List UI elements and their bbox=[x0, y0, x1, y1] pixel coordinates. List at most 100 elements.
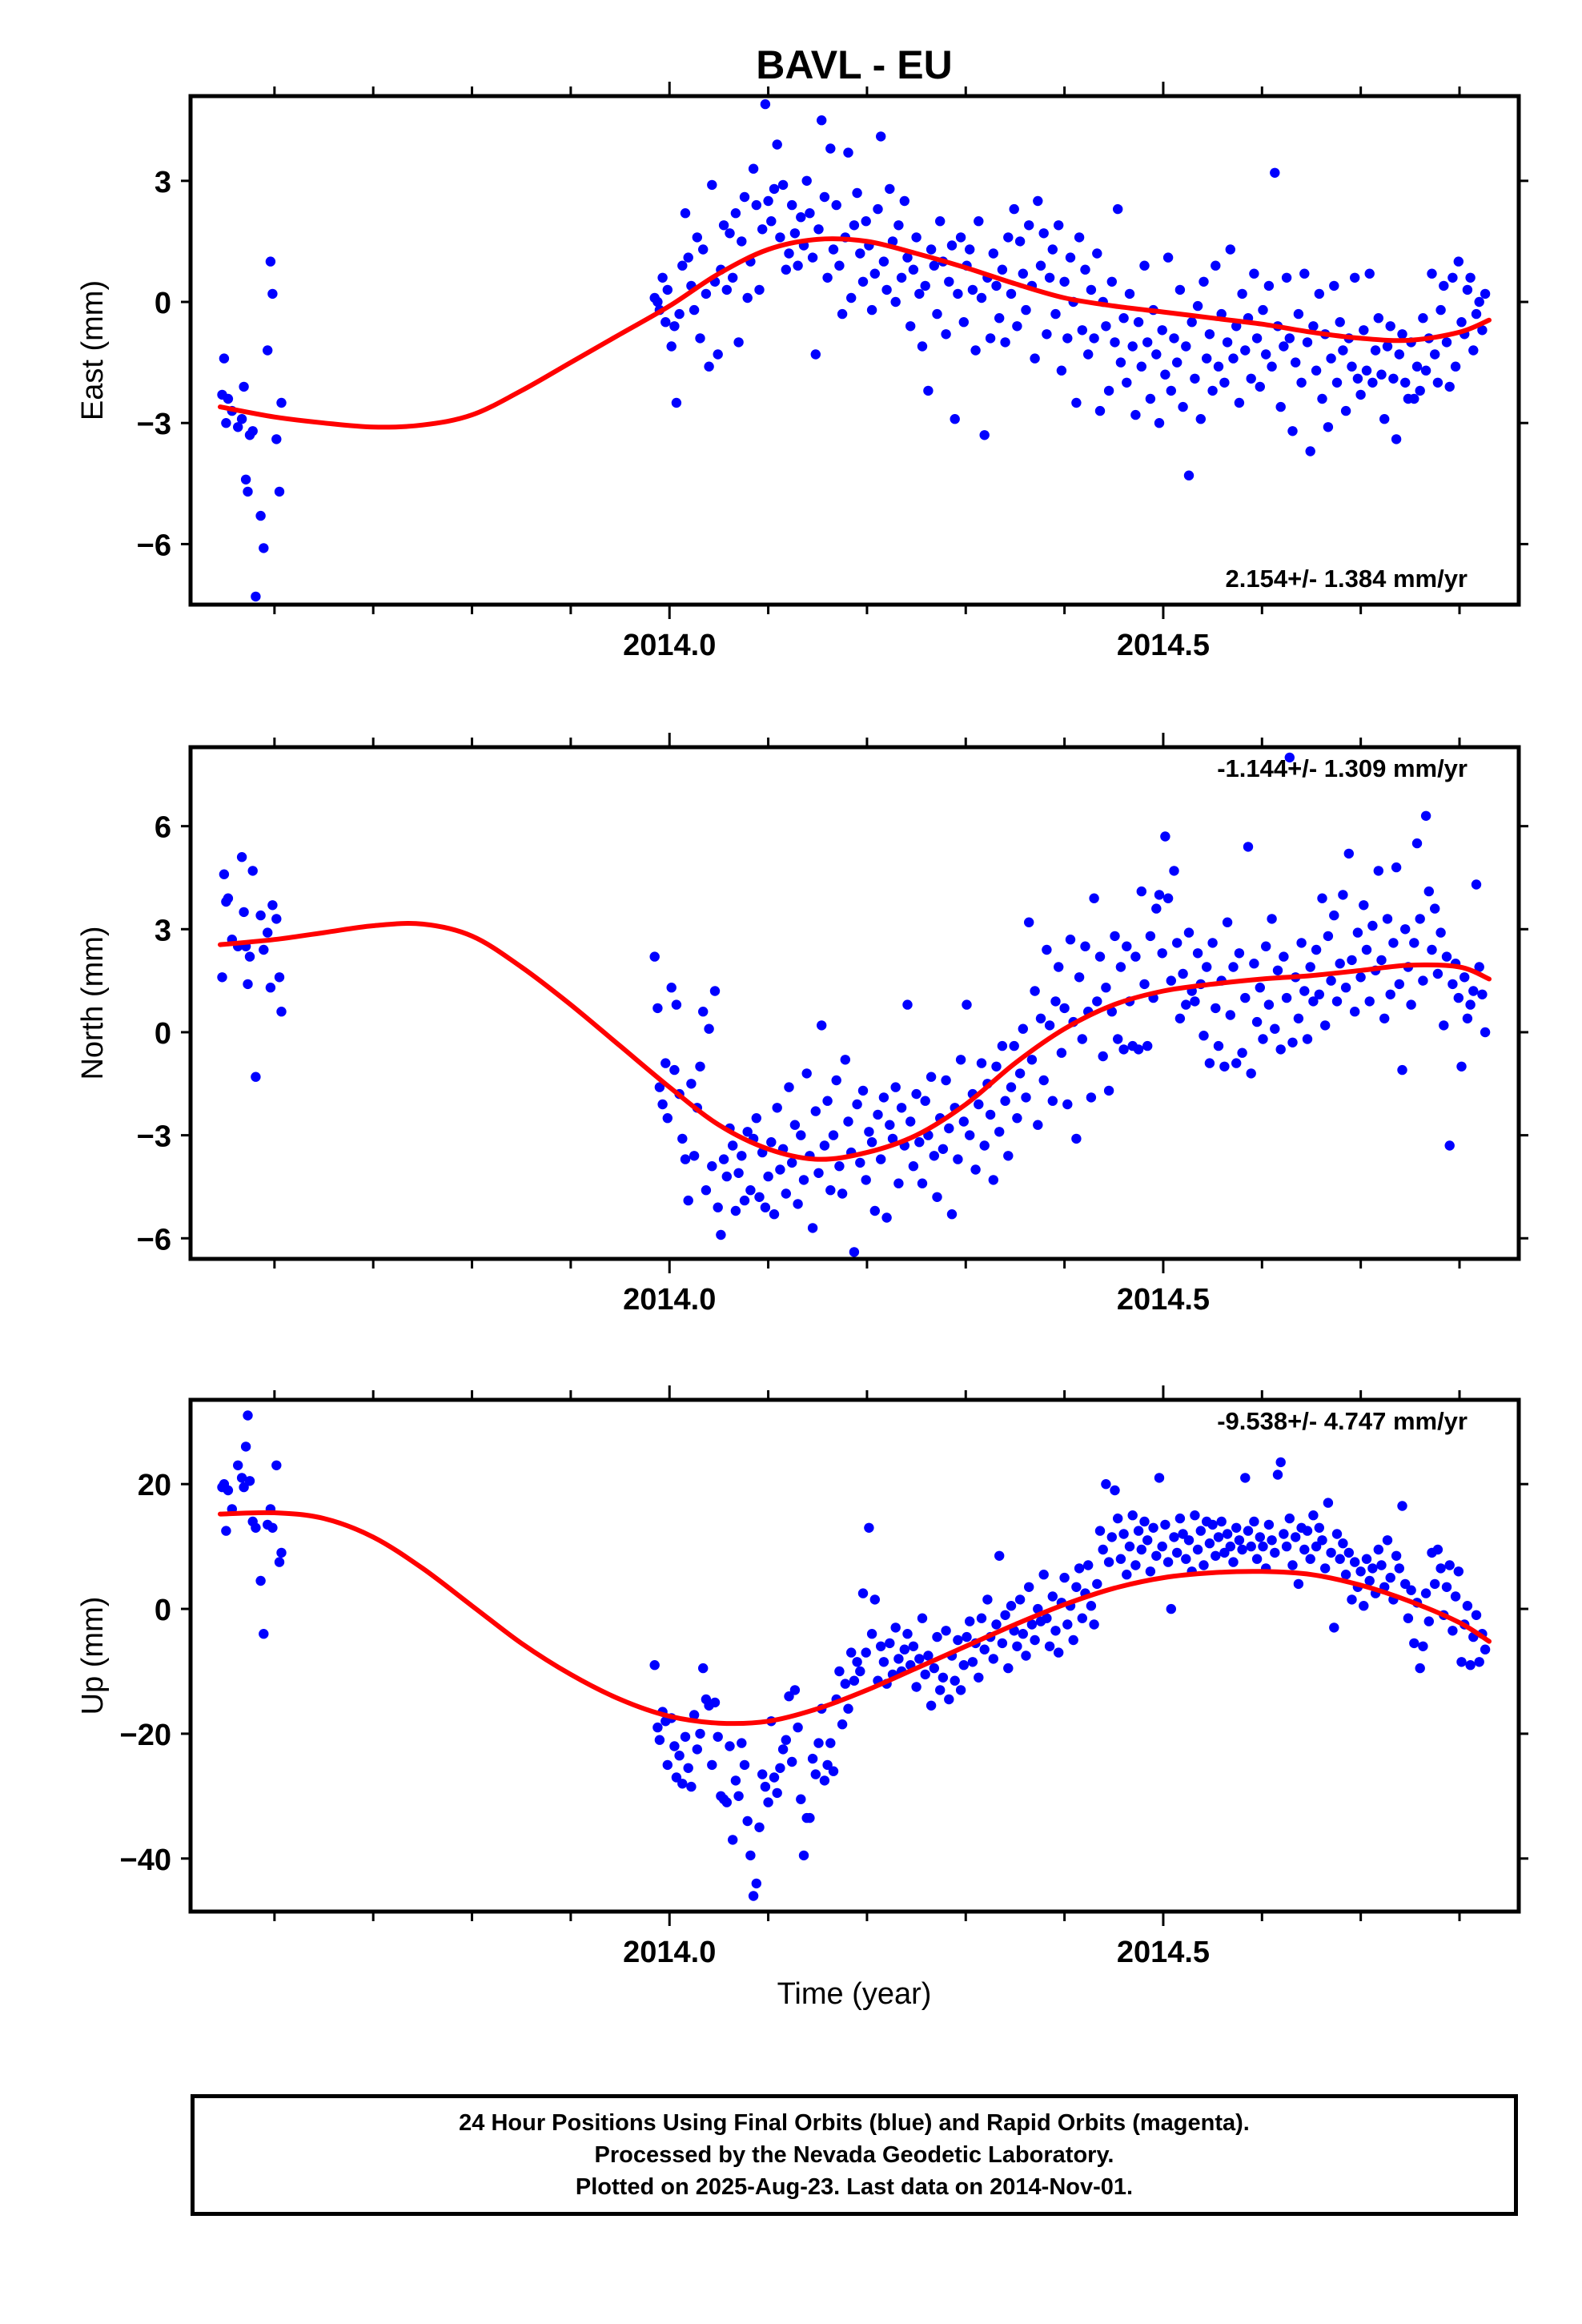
up-data-point bbox=[754, 1822, 765, 1832]
east-data-point bbox=[1014, 236, 1026, 247]
east-data-point bbox=[1370, 345, 1381, 356]
up-data-point bbox=[1450, 1591, 1461, 1602]
east-data-point bbox=[1115, 357, 1126, 368]
north-data-point bbox=[1340, 983, 1351, 993]
east-data-point bbox=[1174, 284, 1186, 296]
east-data-point bbox=[259, 543, 269, 553]
east-data-point bbox=[713, 349, 723, 360]
north-data-point bbox=[822, 1096, 833, 1106]
north-data-point bbox=[885, 1120, 895, 1130]
up-data-point bbox=[1222, 1529, 1233, 1539]
up-data-point bbox=[1042, 1613, 1052, 1623]
up-data-point bbox=[781, 1735, 791, 1745]
up-data-point bbox=[1174, 1513, 1186, 1524]
up-data-point bbox=[689, 1710, 700, 1720]
east-data-point bbox=[718, 220, 729, 231]
east-data-point bbox=[742, 292, 753, 304]
up-data-point bbox=[994, 1550, 1005, 1562]
north-data-point bbox=[976, 1058, 987, 1068]
north-data-point bbox=[929, 1151, 940, 1161]
east-data-point bbox=[1065, 252, 1076, 263]
north-data-point bbox=[1106, 1007, 1118, 1017]
east-data-point bbox=[1136, 361, 1147, 372]
north-data-point bbox=[1441, 951, 1452, 962]
east-data-point bbox=[828, 244, 839, 255]
north-data-point bbox=[1296, 938, 1307, 948]
east-data-point bbox=[1279, 341, 1289, 352]
north-data-point bbox=[1427, 944, 1437, 955]
east-data-point bbox=[796, 212, 806, 223]
north-data-point bbox=[1415, 914, 1425, 924]
north-data-point bbox=[730, 1205, 741, 1216]
east-data-point bbox=[1178, 401, 1188, 412]
north-data-point bbox=[908, 1161, 919, 1172]
east-data-point bbox=[661, 317, 671, 328]
north-data-point bbox=[1281, 992, 1292, 1003]
east-data-point bbox=[671, 397, 682, 408]
up-data-point bbox=[1376, 1560, 1387, 1570]
north-data-point bbox=[926, 1072, 937, 1082]
up-data-point bbox=[822, 1759, 833, 1771]
east-data-point bbox=[944, 276, 954, 287]
east-data-point bbox=[1338, 345, 1348, 356]
up-data-point bbox=[935, 1685, 946, 1695]
north-data-point bbox=[274, 972, 285, 983]
up-data-point bbox=[958, 1660, 970, 1671]
up-data-point bbox=[1142, 1535, 1153, 1546]
up-data-point bbox=[1077, 1613, 1088, 1623]
up-data-point bbox=[777, 1744, 789, 1755]
up-data-point bbox=[1181, 1554, 1191, 1564]
east-data-point bbox=[737, 236, 747, 247]
east-data-point bbox=[1154, 418, 1165, 428]
up-data-point bbox=[671, 1772, 682, 1783]
north-data-point bbox=[1364, 996, 1375, 1007]
east-data-point bbox=[772, 139, 782, 150]
north-data-point bbox=[1243, 842, 1254, 852]
north-data-point bbox=[843, 1116, 853, 1127]
up-data-point bbox=[852, 1657, 862, 1667]
up-data-point bbox=[917, 1613, 928, 1623]
east-data-point bbox=[1077, 325, 1088, 336]
north-data-point bbox=[1130, 951, 1141, 962]
east-data-point bbox=[1465, 272, 1476, 283]
east-data-point bbox=[1352, 373, 1363, 384]
north-data-point bbox=[1355, 972, 1366, 983]
north-data-point bbox=[1251, 1016, 1263, 1027]
north-data-point bbox=[962, 999, 972, 1010]
north-data-point bbox=[816, 1020, 827, 1031]
up-data-point bbox=[267, 1522, 278, 1534]
north-data-point bbox=[1009, 1040, 1019, 1051]
east-data-point bbox=[946, 240, 958, 251]
north-y-tick-label: 0 bbox=[155, 1017, 171, 1051]
up-data-point bbox=[1465, 1660, 1476, 1671]
north-data-point bbox=[1447, 979, 1458, 990]
up-data-point bbox=[1092, 1578, 1102, 1590]
east-data-point bbox=[775, 232, 785, 243]
east-data-point bbox=[1251, 333, 1263, 344]
up-data-point bbox=[885, 1638, 895, 1649]
up-data-point bbox=[1287, 1560, 1298, 1570]
east-data-point bbox=[825, 143, 836, 154]
up-data-point bbox=[1145, 1566, 1156, 1577]
up-data-point bbox=[1231, 1522, 1242, 1534]
north-data-point bbox=[1420, 810, 1431, 821]
up-data-point bbox=[955, 1685, 966, 1695]
east-data-point bbox=[1302, 337, 1313, 348]
north-data-point bbox=[1042, 944, 1052, 955]
north-data-point bbox=[787, 1157, 797, 1168]
up-data-point bbox=[1192, 1544, 1203, 1555]
north-data-point bbox=[1098, 1051, 1108, 1062]
north-data-point bbox=[1287, 1037, 1298, 1048]
east-x-tick-label: 2014.0 bbox=[623, 629, 716, 662]
up-data-point bbox=[1000, 1610, 1010, 1621]
up-data-point bbox=[920, 1669, 930, 1680]
north-data-point bbox=[1030, 986, 1040, 996]
north-data-point bbox=[1329, 910, 1339, 921]
north-data-point bbox=[840, 1055, 851, 1065]
up-data-point bbox=[1347, 1594, 1357, 1605]
north-data-point bbox=[1154, 890, 1165, 900]
east-data-point bbox=[1480, 288, 1491, 300]
east-data-point bbox=[1308, 321, 1319, 332]
north-data-point bbox=[718, 1154, 729, 1164]
north-fit-line bbox=[218, 921, 1492, 1162]
